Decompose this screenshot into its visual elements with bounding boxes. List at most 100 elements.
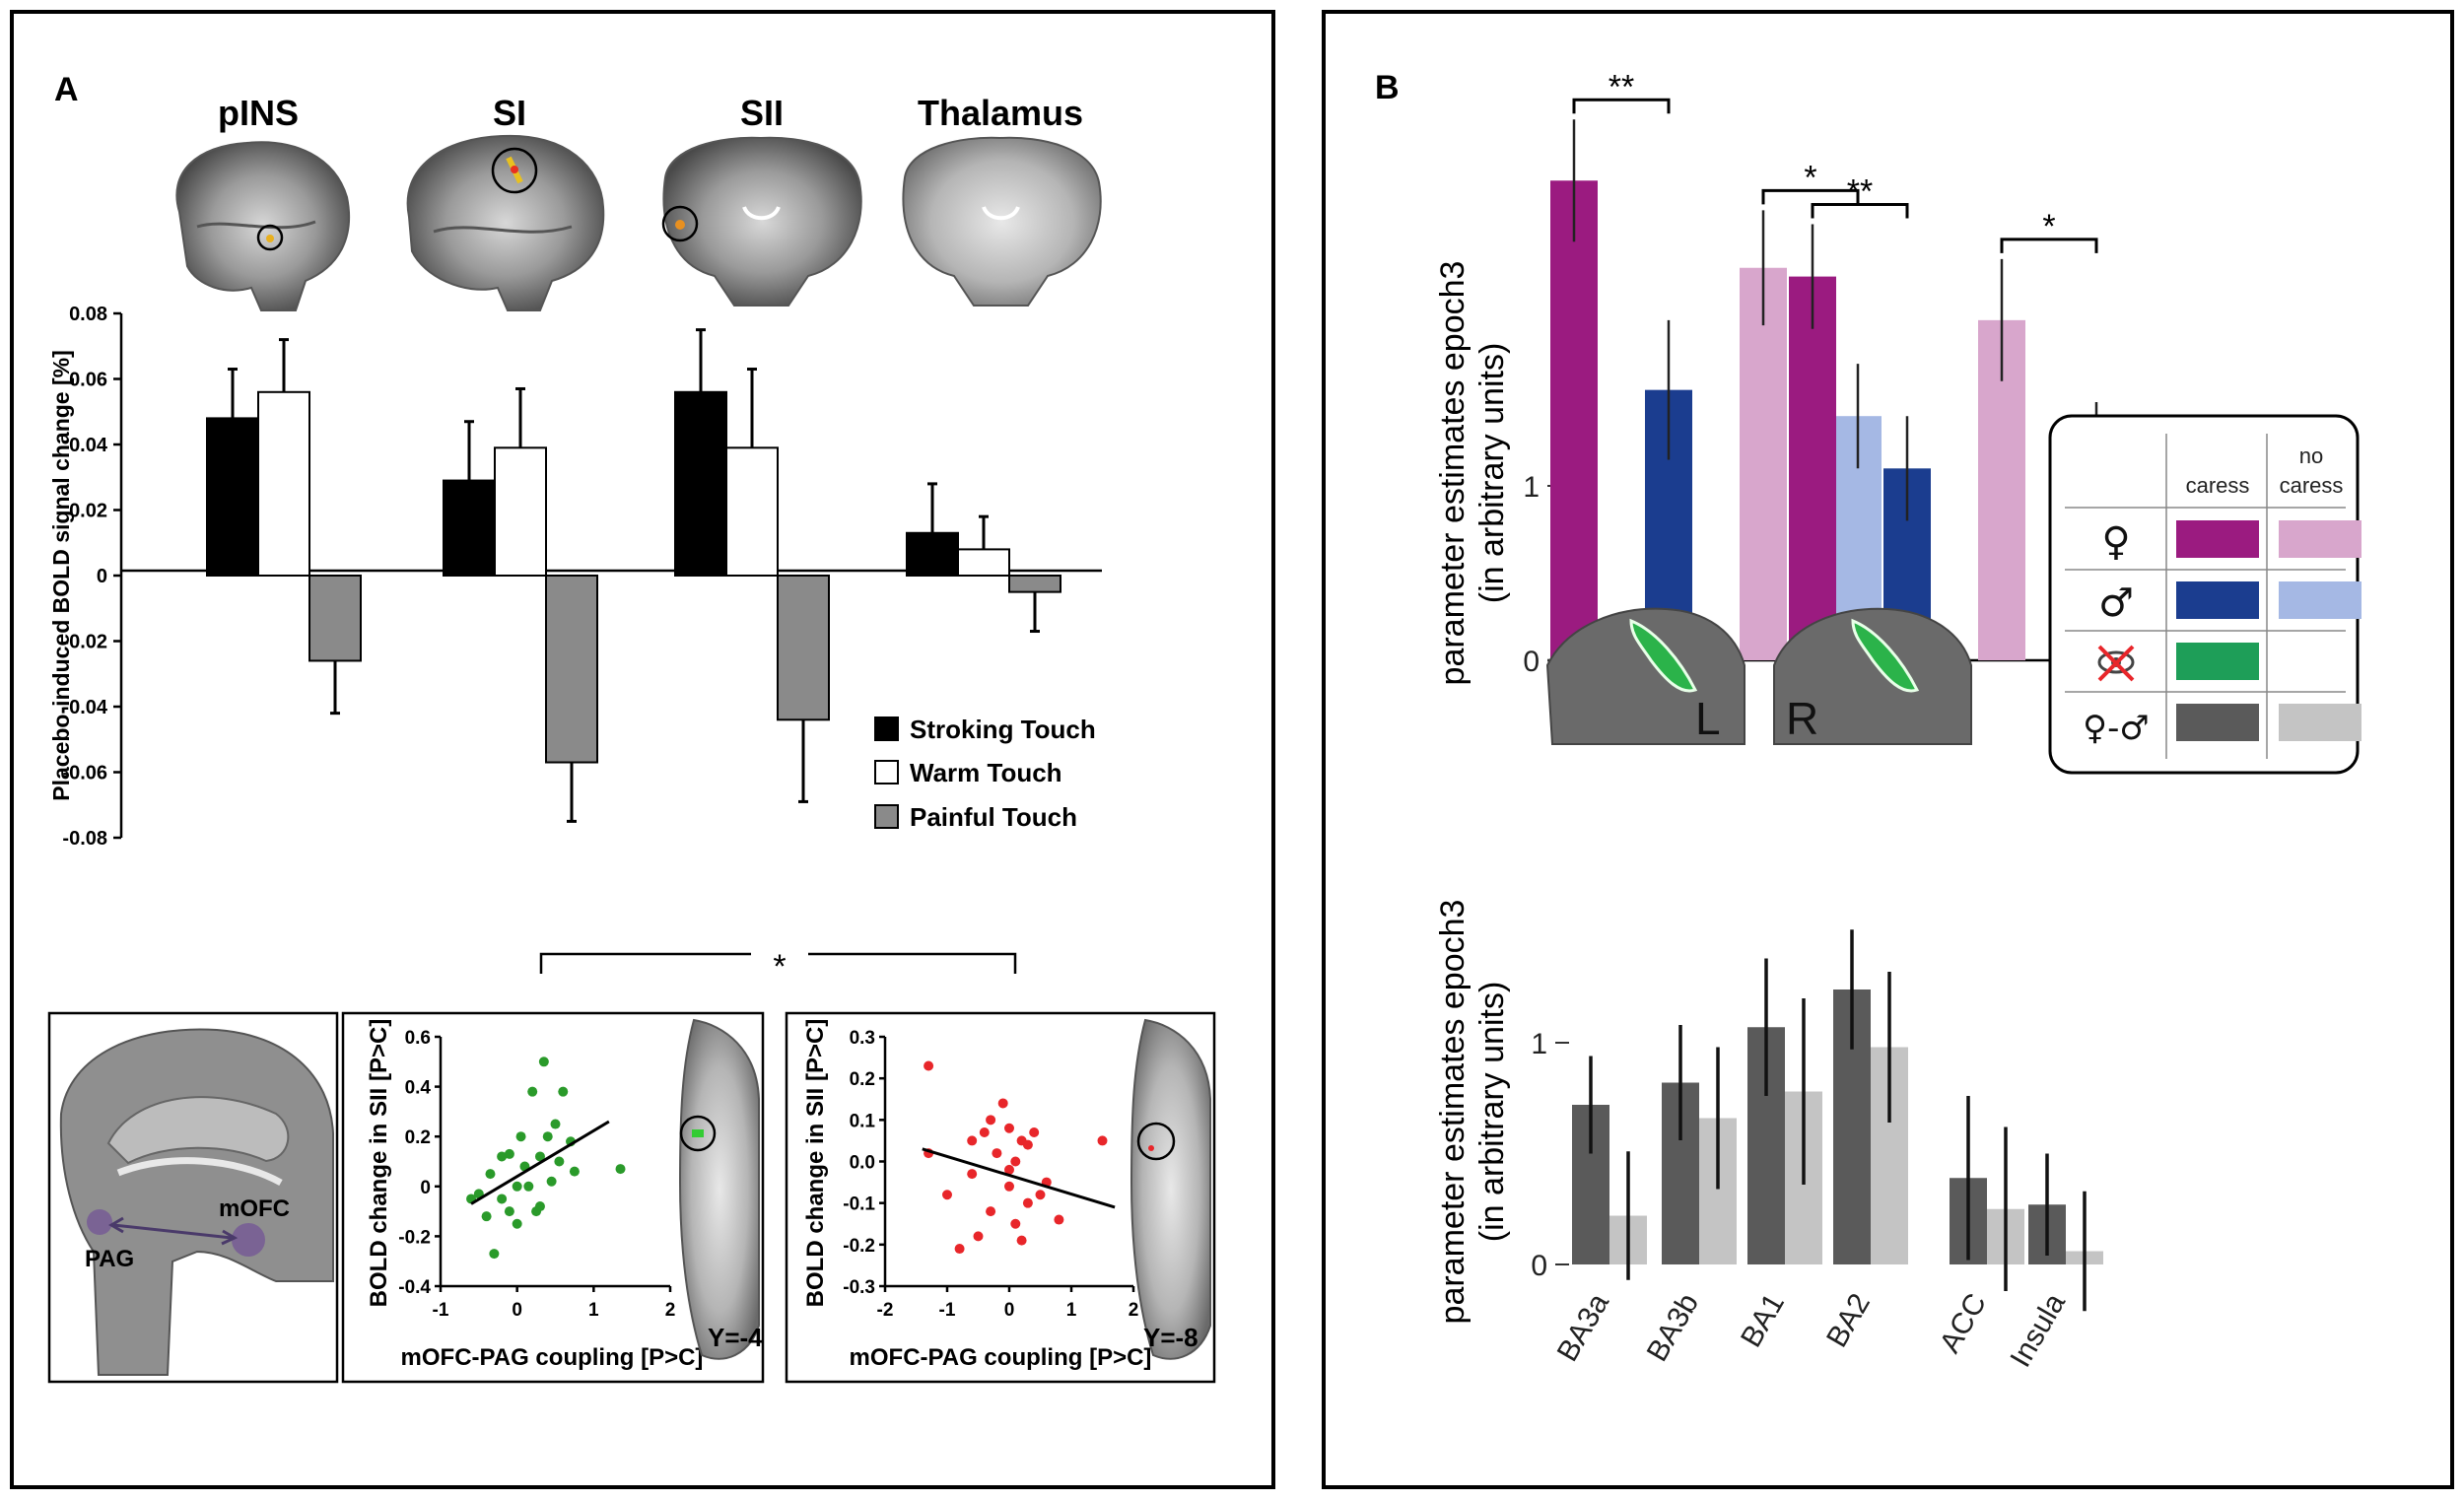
- scR-y-tick-label: 0.0: [850, 1153, 875, 1174]
- legend-b-header-nocaress-1: no: [2299, 443, 2323, 468]
- chart-a-bar: [257, 390, 310, 577]
- legend-b-diff-icon: ♀-♂: [2083, 709, 2150, 748]
- scL-y-tick-label: 0: [420, 1178, 431, 1198]
- chart-b-top: 10 *** *** parameter estimates epoch3 (in…: [1434, 68, 2120, 745]
- chart-b-top-y-tick-label: 0: [1523, 646, 1540, 678]
- legend-a-label-stroking: Stroking Touch: [910, 715, 1096, 744]
- chart-b-bottom-x-labels: BA3a BA3b BA1 BA2 ACC Insula: [1551, 1288, 2072, 1373]
- chart-b-bottom-x-label: BA2: [1820, 1288, 1877, 1353]
- scL-x-tick-label: 2: [665, 1300, 676, 1321]
- scR-point: [967, 1135, 978, 1146]
- scatter-left-x-label: mOFC-PAG coupling [P>C]: [401, 1344, 704, 1371]
- region-title-si: SI: [493, 93, 526, 133]
- pag-node: [87, 1209, 112, 1235]
- region-title-thalamus: Thalamus: [918, 93, 1083, 133]
- chart-a-y-tick-label: -0.08: [62, 828, 107, 850]
- brain-sii: [661, 136, 862, 307]
- chart-a-bar: [725, 446, 779, 578]
- scR-point: [1029, 1126, 1040, 1137]
- scatter-left-coord: Y=-4: [708, 1323, 763, 1352]
- chart-b-top-significance: *** ***: [1572, 68, 2098, 253]
- scR-point: [1035, 1190, 1046, 1200]
- scR-point: [1054, 1214, 1064, 1225]
- scL-point: [504, 1206, 514, 1217]
- chart-a-y-ticks: 0.08 0.06 0.04 0.02 0 -0.02 -0.04 -0.06 -0.08: [62, 304, 121, 850]
- chart-b-bottom-x-label: BA3a: [1551, 1288, 1615, 1367]
- scR-point: [1097, 1135, 1108, 1146]
- scR-point: [1022, 1139, 1033, 1150]
- chart-b-top-sig-bracket: [1811, 203, 1909, 219]
- mofc-label: mOFC: [219, 1195, 290, 1222]
- scR-y-tick-label: -0.2: [843, 1236, 875, 1257]
- scatter-left-ticks: 0.6 0.4 0.2 0 -0.2 -0.4-1 0 1 2: [398, 1028, 675, 1321]
- scL-point: [527, 1086, 538, 1097]
- scR-point: [924, 1060, 934, 1071]
- legend-b-swatch-female-caress: [2176, 520, 2259, 558]
- scL-y-tick-label: 0.2: [405, 1127, 431, 1148]
- legend-b-swatch-blind-caress: [2176, 643, 2259, 680]
- scL-point: [546, 1176, 557, 1187]
- chart-b-top-sig-bracket: [1572, 98, 1671, 114]
- scR-x-tick-label: 0: [1004, 1300, 1015, 1321]
- scL-point: [542, 1131, 553, 1142]
- region-title-pins: pINS: [218, 93, 299, 133]
- scR-point: [986, 1206, 996, 1217]
- scR-point: [973, 1231, 984, 1242]
- scL-y-tick-label: -0.2: [398, 1227, 431, 1248]
- scL-point: [550, 1119, 561, 1129]
- scR-point: [997, 1098, 1008, 1109]
- scR-point: [1010, 1156, 1021, 1167]
- scL-point: [538, 1057, 549, 1067]
- chart-a-bar: [443, 479, 496, 578]
- chart-a-y-tick-label: 0.04: [69, 435, 108, 456]
- scL-point: [523, 1181, 534, 1192]
- chart-b-top-bar: [1740, 267, 1787, 660]
- scatter-right-fit-line: [922, 1147, 1116, 1209]
- panel-b-letter: B: [1375, 69, 1400, 106]
- scL-y-tick-label: 0.4: [405, 1078, 432, 1099]
- chart-a-bar: [545, 575, 598, 764]
- scR-x-tick-label: -2: [877, 1300, 894, 1321]
- scL-point: [481, 1211, 492, 1222]
- brain-render-left: L: [1545, 607, 1745, 745]
- chart-b-bottom-y-tick-label: 0: [1531, 1250, 1547, 1282]
- chart-b-bottom-x-label: ACC: [1934, 1288, 1993, 1358]
- chart-a-y-tick-label: -0.06: [62, 763, 107, 785]
- connectivity-arrow: [112, 1223, 233, 1240]
- scatter-right-ticks: 0.3 0.2 0.1 0.0 -0.1 -0.2 -0.3-2 -1 0 1 2: [843, 1028, 1138, 1321]
- scL-point: [569, 1166, 580, 1177]
- scL-y-tick-label: 0.6: [405, 1028, 431, 1049]
- legend-b-swatch-female-nocaress: [2279, 520, 2361, 558]
- scatter-right-x-label: mOFC-PAG coupling [P>C]: [850, 1344, 1152, 1371]
- scL-point: [515, 1131, 526, 1142]
- chart-b-bottom-y-label-2: (in arbitrary units): [1473, 982, 1511, 1243]
- panel-a-letter: A: [54, 71, 79, 108]
- scR-y-tick-label: 0.3: [850, 1028, 875, 1049]
- scatter-left-panel: 0.6 0.4 0.2 0 -0.2 -0.4-1 0 1 2 BOLD change in S…: [341, 1011, 765, 1384]
- scR-point: [986, 1115, 996, 1126]
- scR-y-tick-label: -0.1: [843, 1194, 875, 1215]
- chart-b-bottom: 10 BA3a BA3b BA1 BA2 ACC Insula parameter est…: [1434, 900, 2103, 1373]
- brain-render-right: R: [1773, 607, 1972, 745]
- legend-a-label-warm: Warm Touch: [910, 758, 1062, 787]
- brain-pins: [175, 141, 351, 311]
- chart-b-top-bar: [1789, 276, 1836, 660]
- chart-a-y-label: Placebo-induced BOLD signal change [%]: [48, 350, 74, 801]
- scL-point: [615, 1164, 626, 1175]
- chart-a-bar: [674, 390, 727, 577]
- hemisphere-label-r: R: [1786, 693, 1818, 744]
- scR-point: [954, 1244, 965, 1255]
- chart-b-top-y-label-2: (in arbitrary units): [1473, 343, 1511, 604]
- scL-x-tick-label: 1: [588, 1300, 599, 1321]
- scatter-right-y-label: BOLD change in SII [P>C]: [802, 1019, 829, 1308]
- scL-y-tick-label: -0.4: [398, 1277, 431, 1298]
- chart-b-top-y-tick-label: 1: [1523, 471, 1540, 504]
- legend-b-header-nocaress-2: caress: [2280, 473, 2344, 498]
- chart-b-top-sig-bracket: [1761, 188, 1860, 205]
- chart-a-y-tick-label: 0.02: [69, 501, 107, 522]
- hemisphere-label-l: L: [1695, 693, 1721, 744]
- chart-a-bar: [906, 531, 959, 578]
- scR-x-tick-label: 1: [1066, 1300, 1077, 1321]
- brain-thalamus: [902, 136, 1102, 307]
- legend-b-header-caress: caress: [2186, 473, 2250, 498]
